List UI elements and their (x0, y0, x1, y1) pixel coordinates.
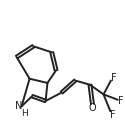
Text: F: F (111, 72, 116, 83)
Text: N: N (15, 101, 23, 111)
Text: F: F (118, 96, 124, 106)
Text: F: F (110, 110, 116, 120)
Text: H: H (21, 109, 27, 118)
Text: O: O (88, 103, 96, 113)
